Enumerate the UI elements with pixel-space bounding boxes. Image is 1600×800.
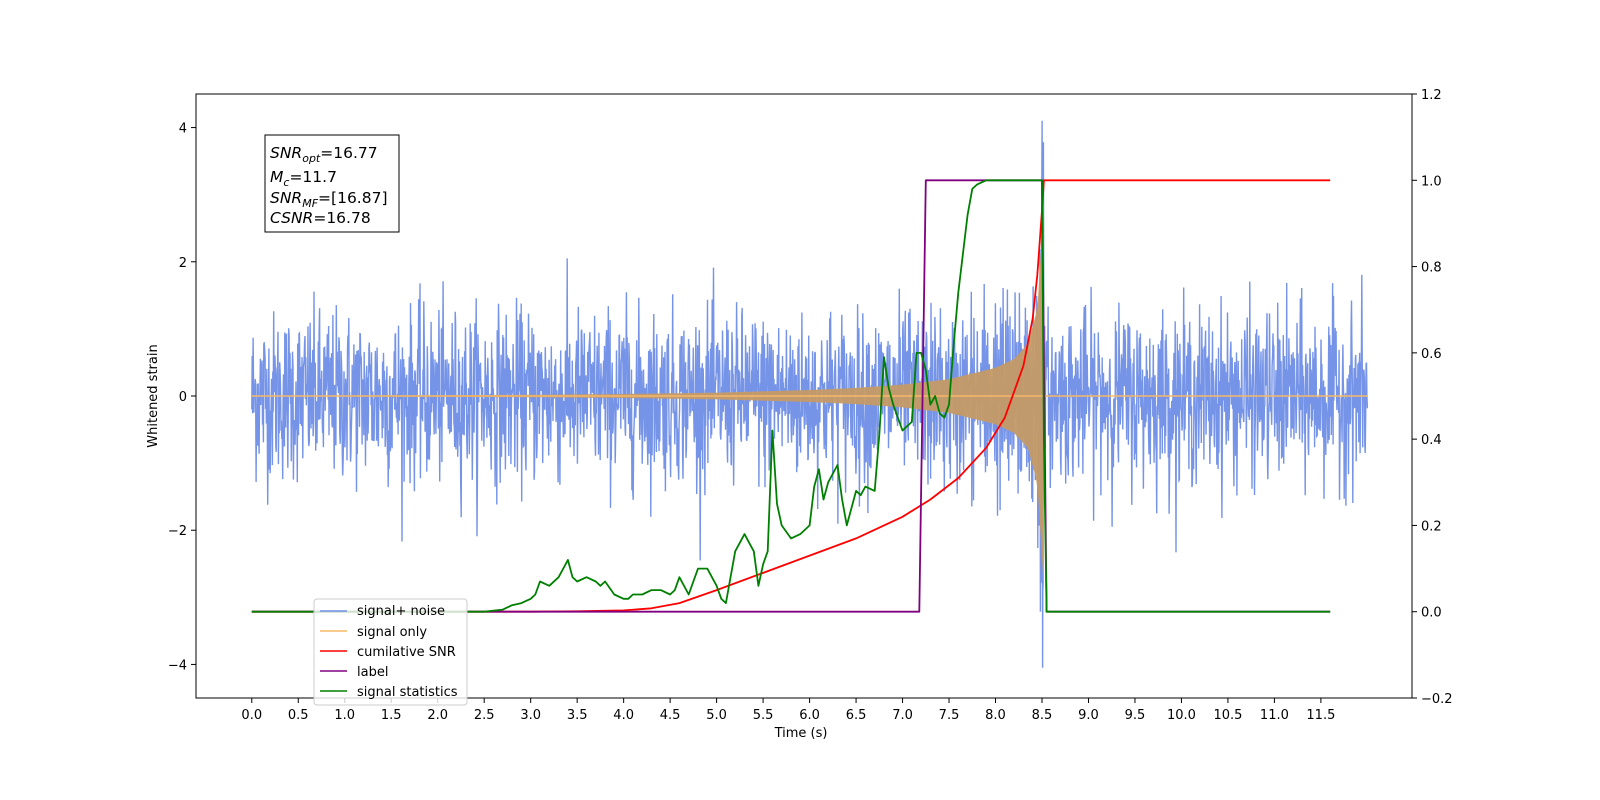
series-signal-statistics: [251, 179, 1331, 613]
x-tick-label: 7.5: [939, 708, 960, 723]
x-tick-label: 6.5: [846, 708, 867, 723]
x-tick-label: 6.0: [799, 708, 820, 723]
annotation-mc-sub: c: [283, 176, 289, 189]
y-left-tick-label: 4: [179, 122, 187, 137]
x-tick-label: 2.0: [427, 708, 448, 723]
x-tick-label: 0.5: [288, 708, 309, 723]
annotation-mc-base: M: [270, 168, 283, 186]
x-tick-label: 4.0: [613, 708, 634, 723]
annotation-snr-mf-sub: MF: [302, 197, 318, 210]
x-tick-label: 11.5: [1306, 708, 1335, 723]
x-tick-label: 11.0: [1260, 708, 1289, 723]
annotation-line-mc: Mc=11.7: [270, 168, 337, 189]
x-tick-label: 8.5: [1032, 708, 1053, 723]
annotation-mc-value: =11.7: [289, 168, 337, 186]
y-right-tick-label: 0.6: [1421, 347, 1442, 362]
legend-label-cumulative-snr: cumilative SNR: [357, 645, 456, 660]
legend: signal+ noise signal only cumilative SNR…: [313, 598, 468, 706]
x-tick-label: 3.0: [520, 708, 541, 723]
annotation-line-snr-mf: SNRMF=[16.87]: [270, 189, 388, 210]
annotation-box: SNRopt=16.77 Mc=11.7 SNRMF=[16.87] CSNR=…: [264, 134, 400, 233]
annotation-line-csnr: CSNR=16.78: [270, 209, 371, 227]
x-tick-label: 1.0: [334, 708, 355, 723]
x-tick-label: 7.0: [892, 708, 913, 723]
x-tick-label: 10.5: [1213, 708, 1242, 723]
x-axis: 0.0 0.5 1.0 1.5 2.0 2.5 3.0 3.5 4.0 4.5 5.0 5.5 6.0 6…: [241, 698, 1335, 723]
legend-label-signal-noise: signal+ noise: [357, 604, 445, 619]
annotation-snr-opt-base: SNR: [270, 144, 302, 162]
legend-label-signal-only: signal only: [357, 625, 427, 640]
annotation-frame: [264, 134, 400, 233]
legend-frame: [313, 598, 468, 706]
annotation-snr-mf-value: =[16.87]: [318, 189, 387, 207]
annotation-csnr-value: =16.78: [313, 209, 370, 227]
x-tick-label: 3.5: [567, 708, 588, 723]
legend-label-label: label: [357, 665, 388, 680]
x-tick-label: 2.5: [474, 708, 495, 723]
y-left-tick-label: −2: [168, 524, 187, 539]
x-tick-label: 5.5: [753, 708, 774, 723]
y-right-tick-label: 0.8: [1421, 261, 1442, 276]
x-tick-label: 9.0: [1078, 708, 1099, 723]
y-right-tick-label: 1.2: [1421, 88, 1442, 103]
x-tick-label: 9.5: [1125, 708, 1146, 723]
x-tick-label: 5.0: [706, 708, 727, 723]
series-signal-noise: [251, 120, 1369, 668]
y-left-tick-label: 0: [179, 390, 187, 405]
x-tick-label: 10.0: [1167, 708, 1196, 723]
y-right-tick-label: 0.0: [1421, 606, 1442, 621]
x-tick-label: 4.5: [660, 708, 681, 723]
annotation-snr-opt-value: =16.77: [320, 144, 377, 162]
y-right-tick-label: 1.0: [1421, 174, 1442, 189]
y-right-tick-label: 0.4: [1421, 433, 1442, 448]
annotation-line-snr-opt: SNRopt=16.77: [270, 144, 378, 165]
y-axis-left-label: Whitened strain: [146, 344, 161, 447]
x-tick-label: 1.5: [381, 708, 402, 723]
y-axis-right: −0.2 0.0 0.2 0.4 0.6 0.8 1.0 1.2: [1412, 88, 1453, 707]
x-axis-label: Time (s): [774, 726, 828, 741]
annotation-snr-opt-sub: opt: [302, 152, 321, 165]
y-axis-left: −4 −2 0 2 4: [168, 122, 196, 673]
annotation-csnr-base: CSNR: [270, 209, 313, 227]
series-cumulative-snr: [251, 179, 1331, 613]
x-tick-label: 0.0: [241, 708, 262, 723]
x-tick-label: 8.0: [985, 708, 1006, 723]
legend-label-signal-statistics: signal statistics: [357, 685, 458, 700]
series-layer: [251, 120, 1369, 668]
y-left-tick-label: 2: [179, 256, 187, 271]
y-left-tick-label: −4: [168, 658, 187, 673]
y-right-tick-label: 0.2: [1421, 519, 1442, 534]
y-right-tick-label: −0.2: [1421, 692, 1453, 707]
annotation-snr-mf-base: SNR: [270, 189, 302, 207]
